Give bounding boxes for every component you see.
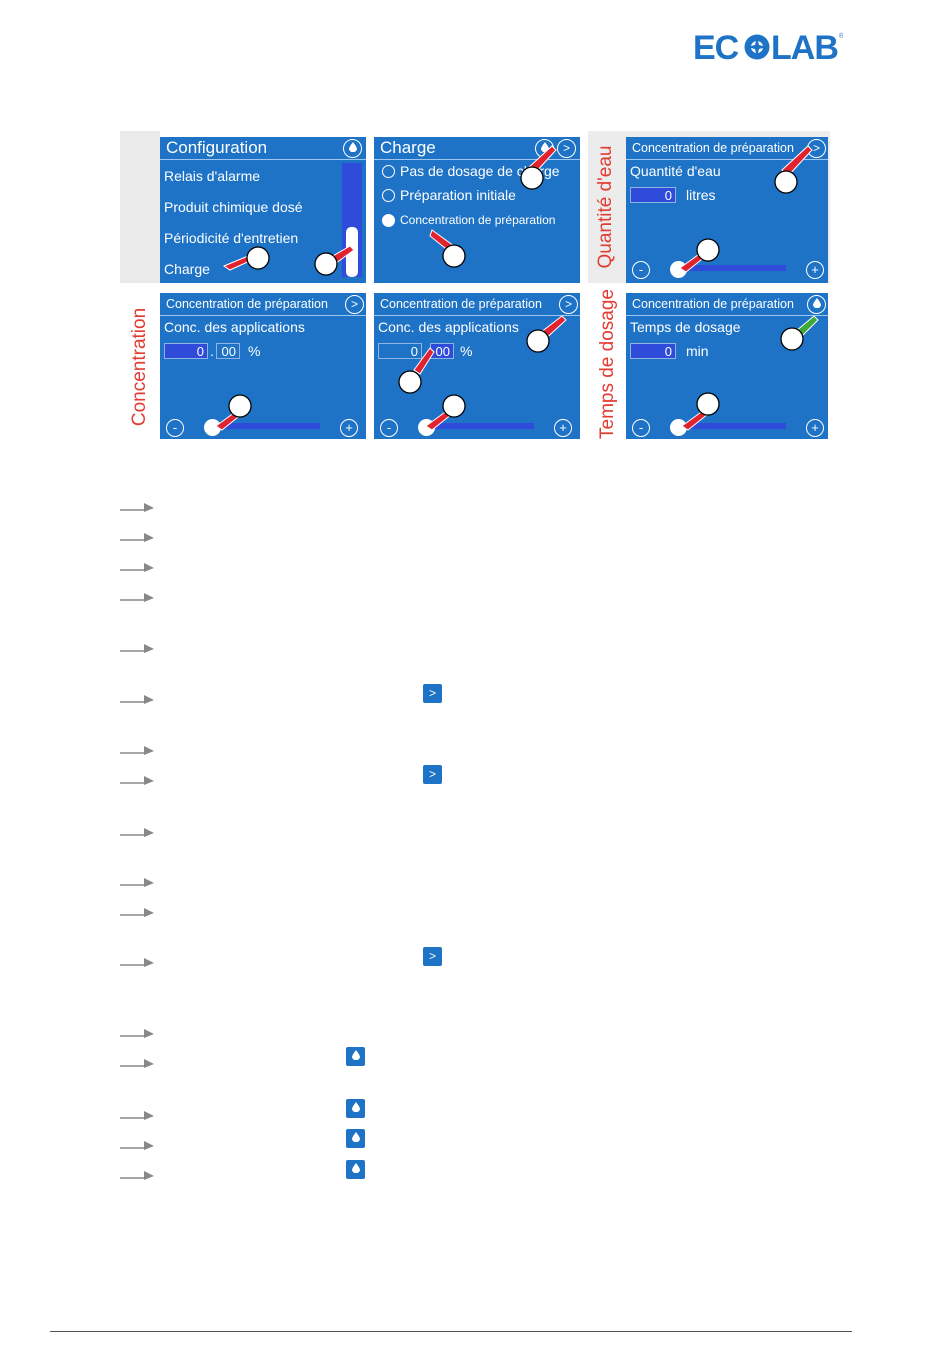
drop-icon: [346, 1099, 365, 1118]
side-label-water: Quantité d'eau: [595, 145, 616, 269]
slider-knob[interactable]: [418, 419, 435, 436]
conc-label: Conc. des applications: [164, 319, 305, 335]
conc-unit: %: [248, 343, 261, 359]
option-concentration: Concentration de préparation: [400, 213, 556, 227]
charge-title: Charge: [374, 137, 580, 160]
slider-knob[interactable]: [670, 261, 687, 278]
step-arrow-icon: [120, 1029, 154, 1038]
step-arrow-icon: [120, 563, 154, 572]
step-arrow-icon: [120, 828, 154, 837]
step-arrow-icon: [120, 776, 154, 785]
side-label-concentration: Concentration: [129, 307, 150, 427]
slider-track[interactable]: [682, 423, 786, 429]
decimal-separator: .: [424, 343, 428, 359]
concentration-screen-2: Concentration de préparation > Conc. des…: [374, 293, 580, 439]
step-arrow-icon: [120, 746, 154, 755]
footer-divider: [50, 1331, 852, 1332]
step-arrow-icon: [120, 644, 154, 653]
conc-dec-field[interactable]: 00: [430, 343, 454, 359]
config-screen: Configuration Relais d'alarme Produit ch…: [160, 137, 366, 283]
svg-text:®: ®: [839, 32, 843, 40]
water-field[interactable]: 0: [630, 187, 676, 203]
time-unit: min: [686, 343, 709, 359]
plus-button[interactable]: +: [806, 261, 824, 279]
next-button[interactable]: >: [559, 295, 578, 314]
menu-item-maintenance[interactable]: Périodicité d'entretien: [164, 230, 299, 246]
slider-knob[interactable]: [204, 419, 221, 436]
option-initial: Préparation initiale: [400, 187, 516, 203]
drop-icon[interactable]: [343, 139, 362, 158]
plus-button[interactable]: +: [554, 419, 572, 437]
svg-text:EC: EC: [693, 29, 739, 64]
water-title: Concentration de préparation: [626, 137, 828, 160]
charge-screen: Charge > Pas de dosage de charge Prépara…: [374, 137, 580, 283]
drop-icon: [346, 1160, 365, 1179]
drop-icon[interactable]: [535, 139, 554, 158]
slider-track[interactable]: [430, 423, 534, 429]
panel-strip: [120, 131, 160, 283]
minus-button[interactable]: -: [632, 261, 650, 279]
step-arrow-icon: [120, 1111, 154, 1120]
decimal-separator: .: [210, 343, 214, 359]
radio-initial[interactable]: [382, 189, 395, 202]
step-arrow-icon: [120, 958, 154, 967]
side-label-time: Temps de dosage: [597, 289, 618, 439]
next-button[interactable]: >: [807, 139, 826, 158]
step-arrow-icon: [120, 695, 154, 704]
water-screen: Concentration de préparation > Quantité …: [626, 137, 828, 283]
conc-dec-field[interactable]: 00: [216, 343, 240, 359]
step-arrow-icon: [120, 878, 154, 887]
conc-title: Concentration de préparation: [160, 293, 366, 316]
option-no-charge: Pas de dosage de charge: [400, 163, 560, 179]
drop-icon: [346, 1047, 365, 1066]
ecolab-logo: EC LAB ®: [693, 29, 843, 64]
menu-item-alarm[interactable]: Relais d'alarme: [164, 168, 261, 184]
time-screen: Concentration de préparation Temps de do…: [626, 293, 828, 439]
step-arrow-icon: [120, 593, 154, 602]
next-button[interactable]: >: [557, 139, 576, 158]
plus-button[interactable]: +: [806, 419, 824, 437]
time-title: Concentration de préparation: [626, 293, 828, 316]
step-arrow-icon: [120, 503, 154, 512]
menu-item-charge[interactable]: Charge: [164, 261, 210, 277]
next-icon: >: [423, 765, 442, 784]
step-arrow-icon: [120, 533, 154, 542]
minus-button[interactable]: -: [632, 419, 650, 437]
next-icon: >: [423, 684, 442, 703]
water-label: Quantité d'eau: [630, 163, 721, 179]
slider-track[interactable]: [682, 265, 786, 271]
next-icon: >: [423, 947, 442, 966]
conc-title: Concentration de préparation: [374, 293, 580, 316]
config-title: Configuration: [160, 137, 366, 160]
step-arrow-icon: [120, 908, 154, 917]
conc-int-field[interactable]: 0: [378, 343, 422, 359]
step-arrow-icon: [120, 1171, 154, 1180]
time-field[interactable]: 0: [630, 343, 676, 359]
time-label: Temps de dosage: [630, 319, 741, 335]
plus-button[interactable]: +: [340, 419, 358, 437]
slider-knob[interactable]: [670, 419, 687, 436]
water-unit: litres: [686, 187, 716, 203]
slider-track[interactable]: [216, 423, 320, 429]
conc-unit: %: [460, 343, 473, 359]
radio-no-charge[interactable]: [382, 165, 395, 178]
svg-text:LAB: LAB: [771, 29, 838, 64]
step-arrow-icon: [120, 1059, 154, 1068]
radio-concentration[interactable]: [382, 214, 395, 227]
drop-icon: [346, 1129, 365, 1148]
next-button[interactable]: >: [345, 295, 364, 314]
minus-button[interactable]: -: [380, 419, 398, 437]
menu-item-chemical[interactable]: Produit chimique dosé: [164, 199, 303, 215]
drop-icon[interactable]: [807, 295, 826, 314]
scrollbar-thumb[interactable]: [346, 227, 358, 277]
concentration-screen: Concentration de préparation > Conc. des…: [160, 293, 366, 439]
conc-label: Conc. des applications: [378, 319, 519, 335]
step-arrow-icon: [120, 1141, 154, 1150]
conc-int-field[interactable]: 0: [164, 343, 208, 359]
minus-button[interactable]: -: [166, 419, 184, 437]
